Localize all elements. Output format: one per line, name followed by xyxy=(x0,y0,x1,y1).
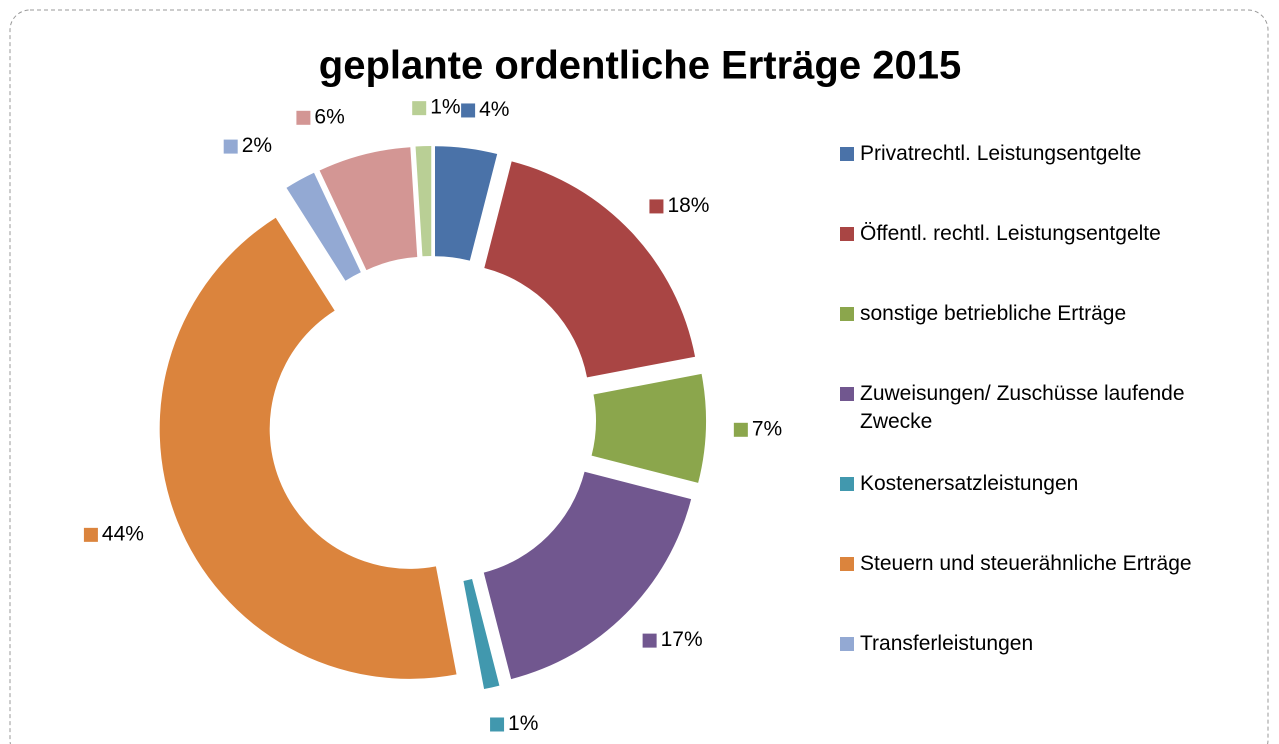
donut-slice xyxy=(159,217,457,679)
data-label: 18% xyxy=(667,194,709,217)
label-marker xyxy=(733,422,748,437)
legend-label: Öffentl. rechtl. Leistungsentgelte xyxy=(860,222,1161,245)
legend-label: Steuern und steuerähnliche Erträge xyxy=(860,552,1192,575)
legend-item: sonstige betriebliche Erträge xyxy=(840,300,1250,328)
legend-label: Privatrechtl. Leistungsentgelte xyxy=(860,142,1142,165)
data-label: 1% xyxy=(508,712,538,735)
donut-slice xyxy=(483,471,692,680)
label-marker xyxy=(296,110,311,125)
legend-swatch xyxy=(840,147,854,161)
legend-swatch xyxy=(840,307,854,321)
data-label: 4% xyxy=(479,98,509,121)
legend-label: Zuweisungen/ Zuschüsse laufende Zwecke xyxy=(860,382,1185,433)
label-marker xyxy=(490,717,505,732)
legend-label: Transferleistungen xyxy=(860,632,1034,655)
donut-slice xyxy=(435,146,498,261)
legend-swatch xyxy=(840,637,854,651)
legend-item: Zuweisungen/ Zuschüsse laufende Zwecke xyxy=(840,380,1250,436)
legend-item: Steuern und steuerähnliche Erträge xyxy=(840,550,1250,578)
data-label: 1% xyxy=(430,96,460,119)
legend-label: Kostenersatzleistungen xyxy=(860,472,1079,495)
label-marker xyxy=(461,103,476,118)
donut-slice xyxy=(484,161,696,378)
donut-slice xyxy=(319,147,418,271)
legend-item: Privatrechtl. Leistungsentgelte xyxy=(840,140,1250,168)
data-label: 6% xyxy=(314,105,344,128)
chart-title: geplante ordentliche Erträge 2015 xyxy=(319,44,961,88)
frame xyxy=(9,9,1269,744)
label-marker xyxy=(83,527,98,542)
legend-swatch xyxy=(840,477,854,491)
legend-item: Öffentl. rechtl. Leistungsentgelte xyxy=(840,220,1250,248)
label-marker xyxy=(649,199,664,214)
label-marker xyxy=(223,139,238,154)
data-label: 17% xyxy=(661,628,703,651)
data-label: 2% xyxy=(242,134,272,157)
legend-label: sonstige betriebliche Erträge xyxy=(860,302,1127,325)
data-label: 44% xyxy=(102,522,144,545)
legend-swatch xyxy=(840,227,854,241)
legend-item: Transferleistungen xyxy=(840,630,1250,658)
donut-slice xyxy=(415,146,432,257)
label-marker xyxy=(412,101,427,116)
donut-slice xyxy=(591,373,706,483)
data-label: 7% xyxy=(752,417,782,440)
legend-swatch xyxy=(840,557,854,571)
label-marker xyxy=(642,633,657,648)
legend-swatch xyxy=(840,387,854,401)
donut-slice xyxy=(463,579,500,689)
donut-slice xyxy=(286,172,361,281)
legend-item: Kostenersatzleistungen xyxy=(840,470,1250,498)
